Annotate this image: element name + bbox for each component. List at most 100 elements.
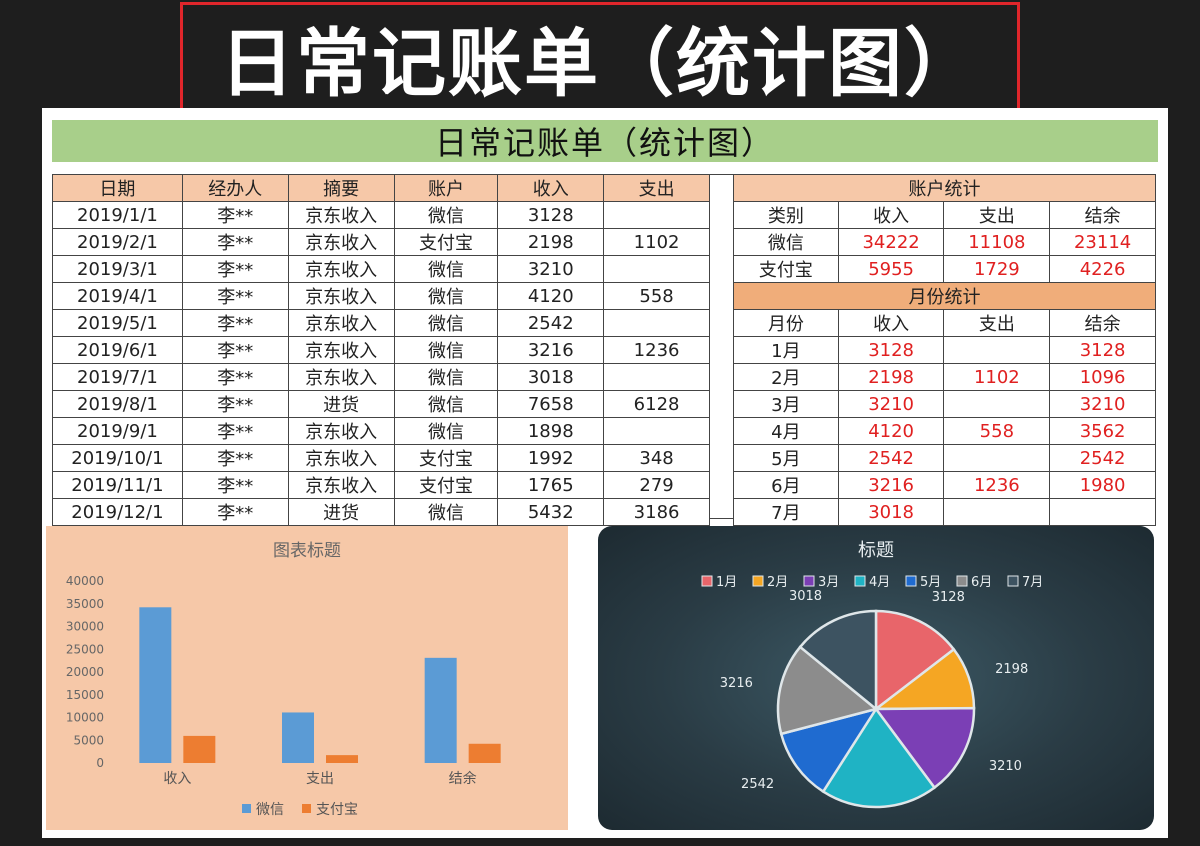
- ledger-cell: 2019/8/1: [52, 390, 183, 418]
- month-stats-col: 月份: [733, 309, 839, 337]
- ledger-cell: 2542: [497, 309, 605, 337]
- month-stats-cell: 1102: [943, 363, 1051, 391]
- ledger-cell: [603, 309, 710, 337]
- account-stats-cell: 1729: [943, 255, 1051, 283]
- ledger-cell: 进货: [287, 390, 395, 418]
- ledger-cell: 2019/9/1: [52, 417, 183, 445]
- month-stats-row: 5月 2542 2542: [733, 444, 1156, 472]
- account-stats-cell: 34222: [837, 228, 945, 256]
- col-date: 日期: [52, 174, 183, 202]
- ledger-cell: 2019/1/1: [52, 201, 183, 229]
- ledger-cell: 京东收入: [287, 309, 395, 337]
- col-expense: 支出: [603, 174, 710, 202]
- ledger-cell: 进货: [287, 498, 395, 526]
- month-stats-cell: 3128: [837, 336, 945, 364]
- legend-label: 支付宝: [316, 802, 358, 818]
- account-stats-cell: 11108: [943, 228, 1051, 256]
- ledger-cell: 2019/2/1: [52, 228, 183, 256]
- account-stats-col: 结余: [1049, 201, 1156, 229]
- page-title-box: 日常记账单（统计图）: [180, 2, 1020, 112]
- ledger-cell: 京东收入: [287, 471, 395, 499]
- ledger-cell: 李**: [181, 255, 289, 283]
- ledger-cell: 微信: [393, 417, 499, 445]
- ledger-row: 2019/7/1 李** 京东收入 微信 3018: [52, 363, 710, 391]
- account-stats-row: 支付宝 5955 1729 4226: [733, 255, 1156, 283]
- ledger-cell: 支付宝: [393, 471, 499, 499]
- month-stats-col: 收入: [837, 309, 945, 337]
- month-stats-cell: 3210: [1049, 390, 1156, 418]
- ledger-cell: 京东收入: [287, 282, 395, 310]
- ledger-cell: 李**: [181, 228, 289, 256]
- ledger-table: 日期 经办人 摘要 账户 收入 支出 2019/1/1 李** 京东收入 微信 3128…: [52, 174, 710, 526]
- ledger-row: 2019/9/1 李** 京东收入 微信 1898: [52, 417, 710, 445]
- ledger-row: 2019/2/1 李** 京东收入 支付宝 2198 1102: [52, 228, 710, 256]
- y-tick-label: 0: [96, 756, 104, 770]
- ledger-cell: [603, 255, 710, 283]
- ledger-row: 2019/12/1 李** 进货 微信 5432 3186: [52, 498, 710, 526]
- ledger-cell: 微信: [393, 309, 499, 337]
- ledger-cell: 微信: [393, 363, 499, 391]
- ledger-cell: 3210: [497, 255, 605, 283]
- month-stats-col: 支出: [943, 309, 1051, 337]
- ledger-cell: 李**: [181, 363, 289, 391]
- account-stats-cell: 4226: [1049, 255, 1156, 283]
- x-tick-label: 支出: [306, 771, 334, 787]
- ledger-cell: 李**: [181, 471, 289, 499]
- month-stats-cell: 3018: [837, 498, 945, 526]
- month-stats-row: 1月 3128 3128: [733, 336, 1156, 364]
- ledger-header-row: 日期 经办人 摘要 账户 收入 支出: [52, 174, 710, 202]
- month-stats-cell: [943, 444, 1051, 472]
- ledger-cell: 李**: [181, 444, 289, 472]
- ledger-cell: 5432: [497, 498, 605, 526]
- month-stats-cell: 3月: [733, 390, 839, 418]
- y-tick-label: 25000: [66, 642, 104, 656]
- account-stats-header-row: 类别 收入 支出 结余: [733, 201, 1156, 229]
- sheet-banner: 日常记账单（统计图）: [52, 120, 1158, 162]
- month-stats-cell: 1980: [1049, 471, 1156, 499]
- month-stats-cell: 1236: [943, 471, 1051, 499]
- account-stats-cell: 23114: [1049, 228, 1156, 256]
- ledger-cell: 京东收入: [287, 417, 395, 445]
- pie-value-label: 3018: [789, 589, 822, 604]
- ledger-cell: 京东收入: [287, 336, 395, 364]
- ledger-cell: 3186: [603, 498, 710, 526]
- month-stats-cell: 3562: [1049, 417, 1156, 445]
- legend-swatch: [242, 804, 251, 813]
- legend-label: 1月: [716, 575, 737, 590]
- month-stats-cell: 558: [943, 417, 1051, 445]
- y-tick-label: 15000: [66, 688, 104, 702]
- ledger-cell: 7658: [497, 390, 605, 418]
- ledger-cell: 1236: [603, 336, 710, 364]
- bar-alipay: [326, 755, 358, 763]
- ledger-cell: 2019/6/1: [52, 336, 183, 364]
- legend-label: 2月: [767, 575, 788, 590]
- legend-swatch: [956, 575, 968, 587]
- pie-value-label: 3128: [932, 590, 965, 605]
- ledger-cell: 微信: [393, 336, 499, 364]
- month-stats-cell: 2542: [1049, 444, 1156, 472]
- y-tick-label: 20000: [66, 665, 104, 679]
- ledger-cell: 1765: [497, 471, 605, 499]
- month-stats-cell: 3216: [837, 471, 945, 499]
- col-handler: 经办人: [181, 174, 289, 202]
- ledger-cell: 支付宝: [393, 228, 499, 256]
- legend-swatch: [302, 804, 311, 813]
- ledger-cell: 2019/11/1: [52, 471, 183, 499]
- ledger-cell: 3128: [497, 201, 605, 229]
- pie-chart-svg: 标题 1月 2月 3月 4月 5月 6月 7月 3128 2198 3210 4120 2542 3216…: [701, 540, 1043, 844]
- ledger-cell: 2019/5/1: [52, 309, 183, 337]
- month-stats-cell: 2542: [837, 444, 945, 472]
- ledger-cell: 1992: [497, 444, 605, 472]
- ledger-cell: 2019/4/1: [52, 282, 183, 310]
- y-tick-label: 30000: [66, 620, 104, 634]
- month-stats-row: 4月 4120 558 3562: [733, 417, 1156, 445]
- pie-slice: [873, 706, 976, 790]
- account-stats-col: 支出: [943, 201, 1051, 229]
- ledger-cell: [603, 417, 710, 445]
- bar-alipay: [183, 735, 216, 763]
- account-stats-row: 微信 34222 11108 23114: [733, 228, 1156, 256]
- col-summary: 摘要: [287, 174, 395, 202]
- ledger-cell: 2019/7/1: [52, 363, 183, 391]
- month-stats-header-row: 月份 收入 支出 结余: [733, 309, 1156, 337]
- pie-slice: [776, 645, 879, 736]
